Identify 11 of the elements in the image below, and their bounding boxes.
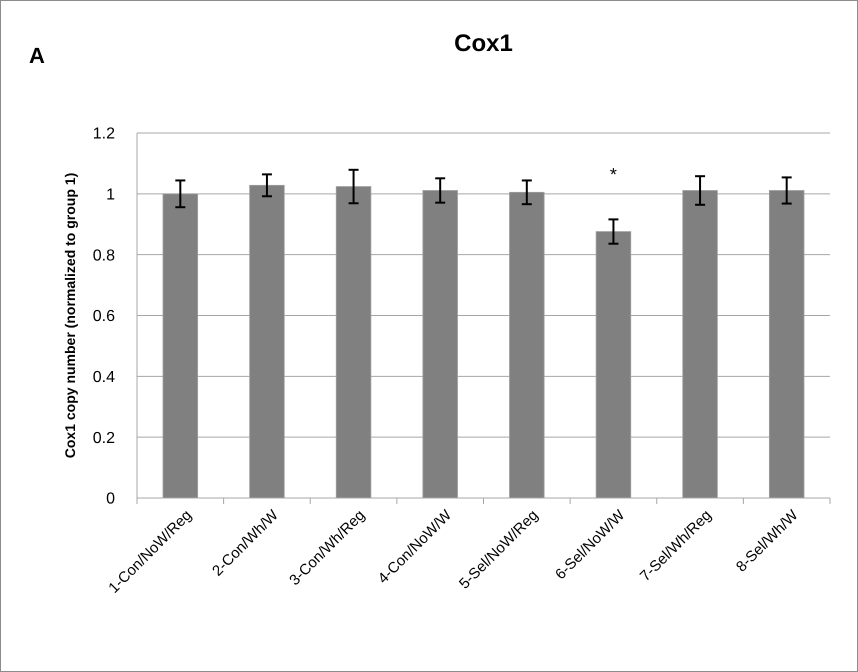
y-tick-label: 1.2 [92, 126, 116, 143]
y-axis-title: Cox1 copy number (normalized to group 1) [62, 172, 78, 458]
y-tick-label: 0.8 [92, 247, 116, 264]
y-tick-label: 0.4 [92, 368, 116, 386]
annotation: * [610, 164, 617, 184]
y-tick-label: 1 [106, 186, 116, 204]
text: A [29, 43, 45, 68]
chart-title: Cox1 [454, 30, 513, 57]
y-tick-label: 0 [106, 490, 116, 508]
y-tick-label: 0.2 [92, 430, 116, 447]
y-tick-label: 0.6 [92, 308, 116, 326]
